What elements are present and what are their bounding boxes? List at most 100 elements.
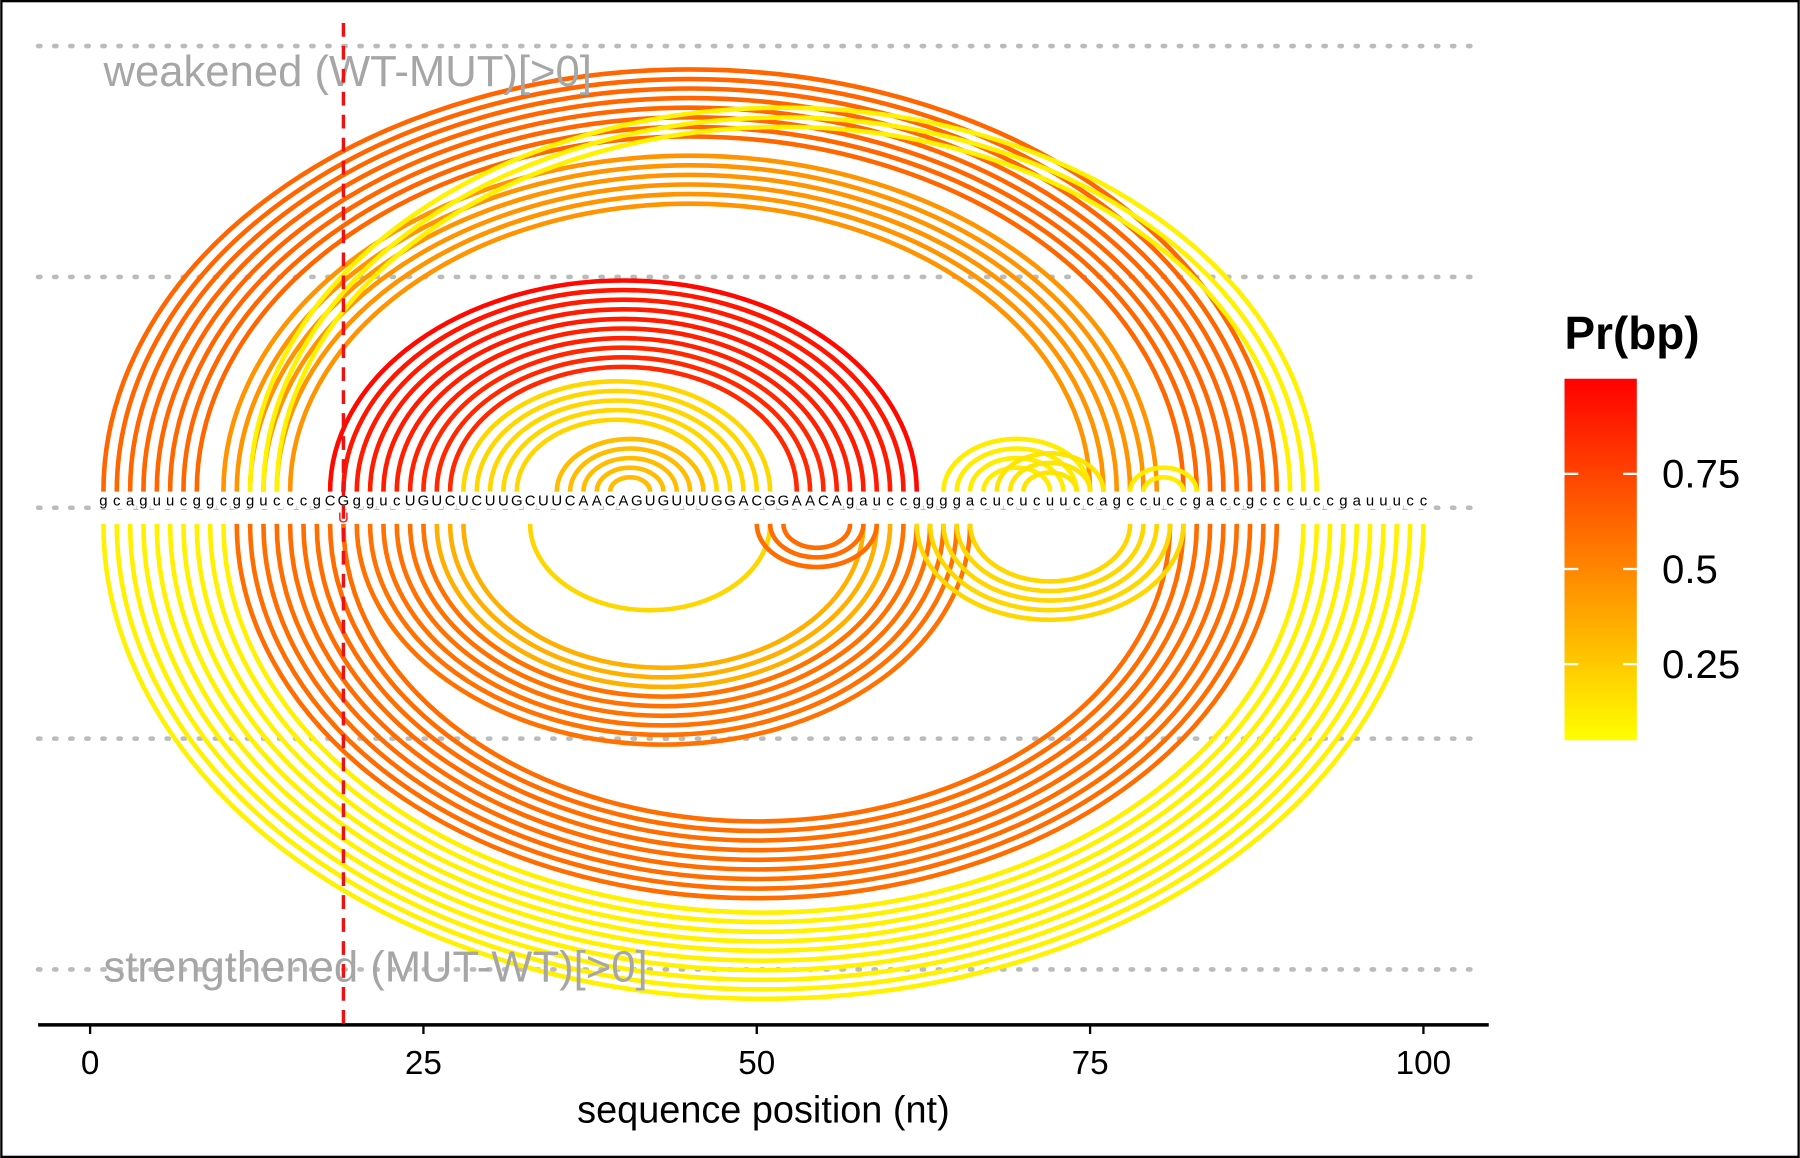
sequence-bg (1137, 492, 1150, 509)
nucleotide: c (300, 493, 308, 509)
nucleotide: C (818, 493, 829, 509)
nucleotide: g (1339, 493, 1347, 509)
sequence-bg (923, 492, 937, 509)
strengthened-arc (941, 523, 1160, 603)
sequence-bg (1097, 492, 1110, 509)
sequence-bg (630, 492, 644, 509)
sequence-bg (843, 492, 857, 509)
mutation-label: U (338, 511, 349, 527)
weakened-arc (194, 134, 1186, 492)
weakened-arc (581, 455, 680, 492)
nucleotide: C (445, 493, 456, 509)
weakened-arc (407, 335, 840, 492)
weakened-arc (154, 105, 1226, 492)
nucleotide: c (1260, 493, 1268, 509)
x-tick-label: 25 (405, 1045, 442, 1082)
sequence-bg (390, 492, 404, 509)
sequence-bg (1257, 492, 1270, 509)
sequence-bg (1003, 492, 1017, 509)
nucleotide: u (993, 493, 1001, 509)
weakened-arc (261, 116, 1306, 492)
annotation: strengthened (MUT-WT)[>0] (104, 943, 648, 991)
nucleotide: U (405, 493, 416, 509)
sequence-bg (763, 492, 777, 509)
nucleotide: g (246, 493, 254, 509)
nucleotide: u (1019, 493, 1027, 509)
sequence-bg (883, 492, 897, 509)
weakened-arc (461, 379, 773, 492)
sequence-bg (110, 492, 124, 509)
nucleotide: A (738, 493, 748, 509)
strengthened-arc (381, 523, 946, 728)
weakened-arc (954, 446, 1080, 492)
sequence-bg (750, 492, 764, 509)
nucleotide: c (1140, 493, 1148, 509)
x-tick-label: 50 (738, 1045, 775, 1082)
nucleotide: G (658, 493, 670, 509)
weakened-arc (221, 153, 1160, 492)
nucleotide: G (724, 493, 736, 509)
nucleotide: G (631, 493, 643, 509)
weakened-arc (367, 307, 880, 492)
nucleotide: g (99, 493, 107, 509)
strengthened-arc (927, 523, 1173, 613)
nucleotide: c (886, 493, 894, 509)
weakened-arc (434, 354, 813, 492)
nucleotide: A (578, 493, 588, 509)
nucleotide: c (1286, 493, 1294, 509)
nucleotide: U (551, 493, 562, 509)
nucleotide: c (1273, 493, 1281, 509)
sequence-bg (163, 492, 177, 509)
sequence-bg (1150, 492, 1164, 509)
nucleotide: a (1353, 493, 1362, 509)
sequence-bg (817, 492, 830, 509)
nucleotide: c (113, 493, 121, 509)
nucleotide: u (1299, 493, 1307, 509)
nucleotide: U (431, 493, 442, 509)
weakened-arc (501, 407, 733, 492)
nucleotide: c (900, 493, 908, 509)
weakened-arc (381, 317, 866, 492)
sequence-bg (590, 492, 604, 509)
sequence-bg (123, 492, 137, 509)
nucleotide: u (379, 493, 387, 509)
nucleotide: u (1153, 493, 1161, 509)
sequence-bg (1270, 492, 1284, 509)
strengthened-arc (314, 523, 1200, 842)
sequence-bg (337, 492, 350, 509)
sequence-bg (1110, 492, 1124, 509)
nucleotide: c (1073, 493, 1081, 509)
nucleotide: G (511, 493, 523, 509)
nucleotide: c (180, 493, 188, 509)
strengthened-arc (767, 523, 866, 560)
sequence-bg (230, 492, 244, 509)
nucleotide: u (153, 493, 161, 509)
nucleotide: U (498, 493, 509, 509)
sequence-bg (1337, 492, 1350, 509)
nucleotide: c (1006, 493, 1014, 509)
sequence-bg (1243, 492, 1257, 509)
sequence-bg (990, 492, 1004, 509)
weakened-arc (1127, 465, 1200, 492)
nucleotide: u (1366, 493, 1374, 509)
nucleotide: U (538, 493, 549, 509)
nucleotide: g (193, 493, 201, 509)
weakened-arc (487, 398, 746, 492)
sequence-bg (350, 492, 364, 509)
nucleotide: a (966, 493, 975, 509)
sequence-bg (97, 492, 110, 509)
annotation: weakened (WT-MUT)[>0] (103, 48, 592, 96)
nucleotide: U (698, 493, 709, 509)
weakened-arc (394, 326, 853, 492)
nucleotide: c (1406, 493, 1414, 509)
nucleotide: G (338, 493, 350, 509)
sequence-bg (417, 492, 430, 509)
sequence-bg (963, 492, 977, 509)
weakened-arc (261, 182, 1120, 492)
nucleotide: u (166, 493, 174, 509)
nucleotide: u (873, 493, 881, 509)
sequence-bg (217, 492, 230, 509)
sequence-bg (510, 492, 524, 509)
sequence-bg (203, 492, 217, 509)
sequence-bg (937, 492, 950, 509)
